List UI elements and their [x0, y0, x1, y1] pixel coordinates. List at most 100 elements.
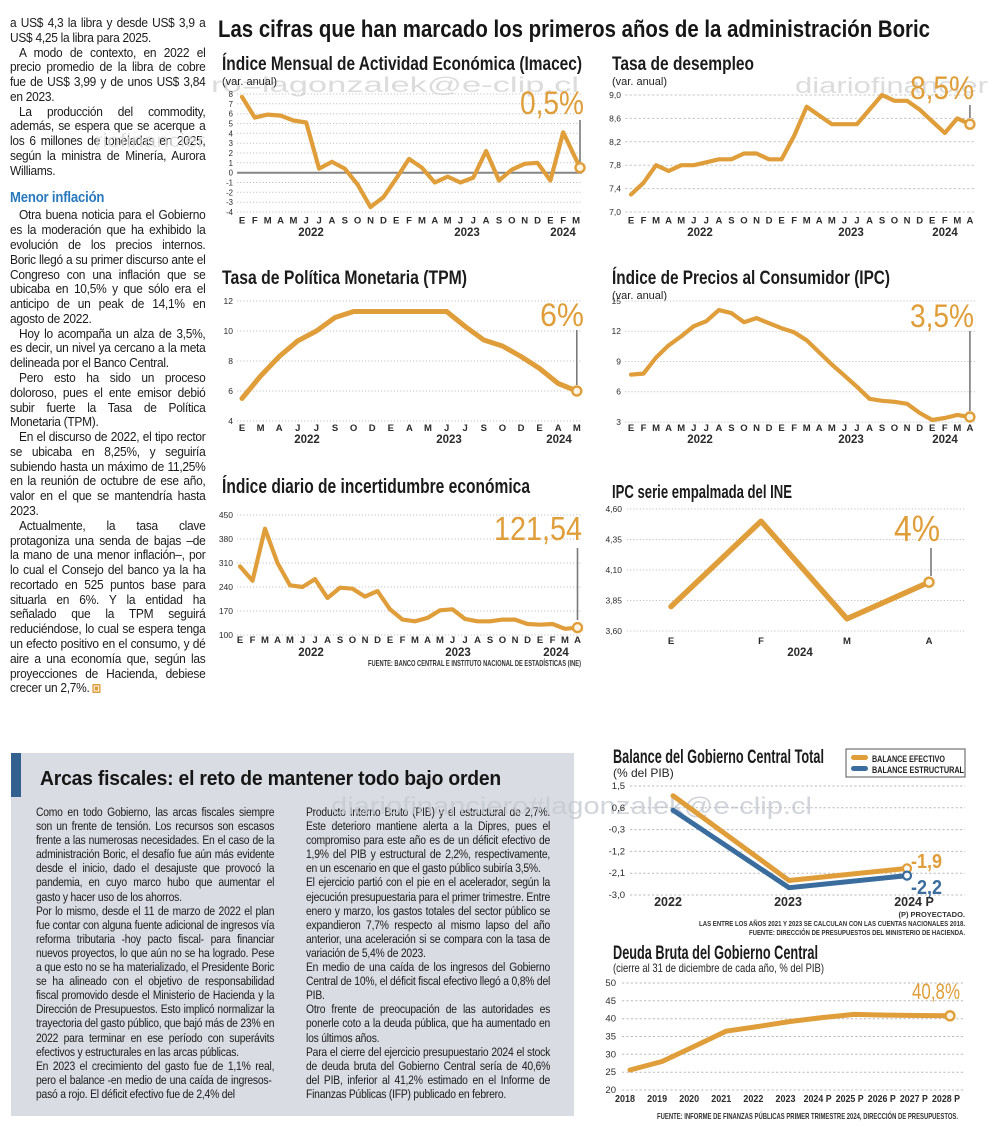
svg-text:F: F	[550, 635, 556, 646]
svg-text:(cierre al 31 de diciembre de: (cierre al 31 de diciembre de cada año, …	[613, 961, 824, 975]
svg-text:-1,2: -1,2	[609, 846, 625, 857]
svg-text:1,5: 1,5	[612, 781, 625, 792]
svg-text:1: 1	[229, 159, 233, 168]
svg-text:2023: 2023	[774, 895, 802, 909]
svg-text:M: M	[257, 423, 265, 434]
svg-text:E: E	[239, 216, 245, 227]
svg-text:8,5%: 8,5%	[910, 70, 974, 106]
svg-text:Índice de Precios al Consumido: Índice de Precios al Consumidor (IPC)	[612, 267, 890, 289]
svg-text:M: M	[264, 216, 272, 227]
svg-text:2022: 2022	[654, 895, 682, 909]
svg-text:N: N	[367, 216, 374, 227]
svg-text:O: O	[499, 635, 506, 646]
svg-text:M: M	[828, 216, 836, 227]
svg-text:S: S	[332, 423, 338, 434]
svg-text:BALANCE ESTRUCTURAL: BALANCE ESTRUCTURAL	[872, 765, 964, 775]
svg-text:M: M	[652, 216, 660, 227]
svg-text:J: J	[458, 216, 463, 227]
svg-text:2028 P: 2028 P	[932, 1094, 960, 1105]
svg-text:3,60: 3,60	[605, 626, 622, 636]
svg-text:E: E	[778, 423, 784, 434]
svg-text:-1: -1	[226, 179, 233, 188]
svg-text:N: N	[521, 216, 528, 227]
svg-text:A: A	[276, 423, 283, 434]
svg-text:E: E	[929, 423, 935, 434]
svg-text:(var. anual): (var. anual)	[612, 290, 667, 302]
svg-text:2024 P: 2024 P	[804, 1094, 832, 1105]
svg-text:O: O	[349, 635, 356, 646]
svg-text:A: A	[574, 635, 581, 646]
svg-text:(% del PIB): (% del PIB)	[613, 766, 674, 780]
svg-text:20: 20	[605, 1085, 616, 1096]
svg-text:F: F	[560, 216, 566, 227]
svg-text:M: M	[418, 216, 426, 227]
svg-text:J: J	[462, 635, 467, 646]
svg-text:A: A	[926, 636, 933, 647]
svg-text:ro=lagonzalek@e-clip.cl: ro=lagonzalek@e-clip.cl	[211, 74, 579, 97]
svg-text:7,8: 7,8	[609, 160, 621, 170]
svg-text:Índice Mensual de Actividad Ec: Índice Mensual de Actividad Económica (I…	[222, 53, 582, 75]
svg-text:F: F	[406, 216, 412, 227]
svg-text:S: S	[487, 635, 493, 646]
svg-text:6: 6	[616, 387, 621, 397]
svg-text:S: S	[337, 635, 343, 646]
svg-text:4,35: 4,35	[605, 535, 622, 545]
svg-text:2023: 2023	[454, 227, 480, 239]
svg-text:FUENTE: INFORME DE FINANZAS PÚ: FUENTE: INFORME DE FINANZAS PÚBLICAS PRI…	[657, 1110, 958, 1121]
svg-text:15: 15	[612, 296, 622, 306]
svg-text:M: M	[803, 216, 811, 227]
svg-text:M: M	[424, 423, 432, 434]
svg-text:100: 100	[219, 630, 233, 640]
svg-text:FUENTE: BANCO CENTRAL E INSTIT: FUENTE: BANCO CENTRAL E INSTITUTO NACION…	[368, 658, 581, 668]
svg-text:2024: 2024	[546, 434, 572, 446]
svg-text:(P) PROYECTADO.: (P) PROYECTADO.	[898, 910, 965, 919]
svg-text:F: F	[641, 216, 647, 227]
svg-text:0,5%: 0,5%	[520, 85, 584, 121]
svg-text:A: A	[866, 216, 873, 227]
svg-text:M: M	[677, 216, 685, 227]
svg-text:E: E	[628, 423, 634, 434]
svg-text:Tasa de desempleo: Tasa de desempleo	[612, 54, 754, 75]
svg-text:2: 2	[229, 149, 233, 158]
svg-text:7,0: 7,0	[609, 207, 621, 217]
svg-text:LAS ENTRE LOS AÑOS 2021 Y 2023: LAS ENTRE LOS AÑOS 2021 Y 2023 SE CALCUL…	[699, 919, 965, 928]
svg-text:E: E	[537, 635, 543, 646]
svg-text:A: A	[324, 635, 331, 646]
svg-text:0: 0	[229, 169, 234, 178]
svg-text:A: A	[406, 423, 413, 434]
svg-text:D: D	[916, 423, 923, 434]
svg-text:310: 310	[219, 558, 233, 568]
svg-text:-3: -3	[226, 198, 233, 207]
svg-text:6: 6	[228, 386, 233, 396]
svg-text:S: S	[879, 423, 885, 434]
svg-text:F: F	[791, 216, 797, 227]
svg-text:A: A	[816, 216, 823, 227]
svg-text:2023: 2023	[776, 1094, 796, 1105]
svg-text:M: M	[573, 423, 581, 434]
svg-text:E: E	[388, 423, 394, 434]
svg-text:A: A	[555, 423, 562, 434]
svg-text:-2: -2	[226, 188, 233, 197]
svg-text:E: E	[536, 423, 542, 434]
svg-text:M: M	[953, 216, 961, 227]
svg-text:30: 30	[605, 1049, 616, 1060]
svg-text:M: M	[436, 635, 444, 646]
svg-text:170: 170	[219, 606, 233, 616]
svg-text:3,5%: 3,5%	[910, 298, 974, 334]
svg-text:F: F	[758, 636, 764, 647]
svg-text:Las cifras que han marcado los: Las cifras que han marcado los primeros …	[218, 16, 930, 43]
svg-text:M: M	[803, 423, 811, 434]
svg-text:N: N	[753, 216, 760, 227]
svg-text:10: 10	[224, 326, 234, 336]
svg-text:O: O	[740, 423, 747, 434]
svg-text:A: A	[715, 423, 722, 434]
svg-text:-2,2: -2,2	[911, 877, 942, 899]
svg-text:2023: 2023	[838, 434, 864, 446]
svg-text:4: 4	[228, 416, 233, 426]
svg-text:50: 50	[605, 978, 616, 989]
svg-text:S: S	[481, 423, 487, 434]
svg-text:2026 P: 2026 P	[868, 1094, 896, 1105]
svg-text:J: J	[314, 423, 319, 434]
svg-text:J: J	[842, 216, 847, 227]
svg-text:E: E	[393, 216, 399, 227]
